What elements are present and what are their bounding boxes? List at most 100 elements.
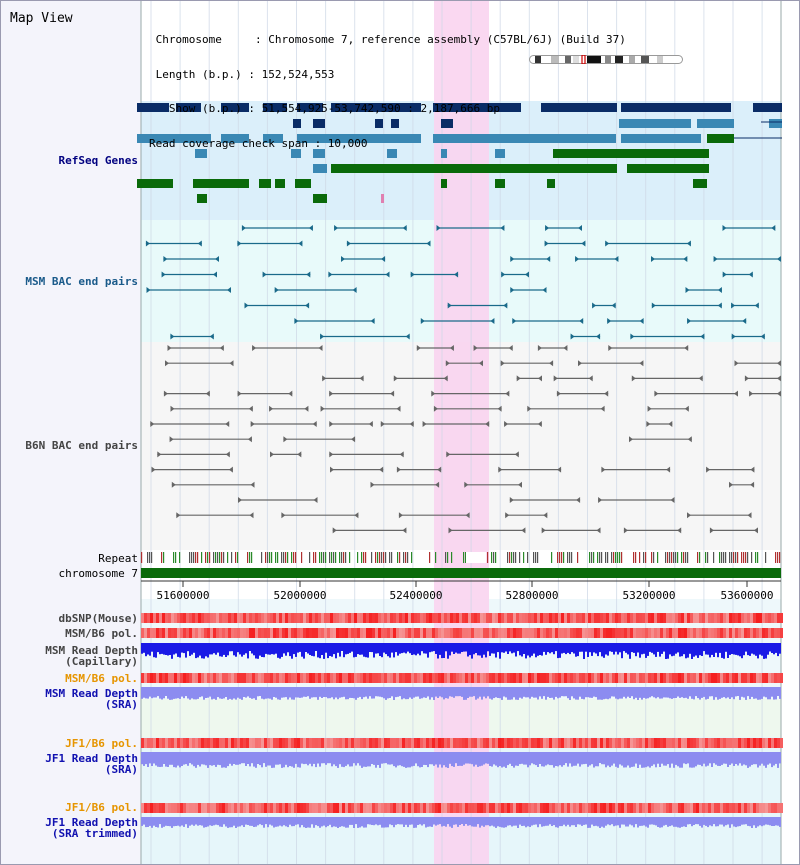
msm-depth-sra-bar xyxy=(179,687,181,699)
jf1-b6-pol2-heat-cell xyxy=(693,803,696,813)
jf1-b6-pol2-heat-cell xyxy=(204,803,207,813)
jf1-depth-trimmed-bar xyxy=(219,817,221,827)
jf1-depth-sra-bar xyxy=(395,752,397,768)
chromosome-ideogram[interactable] xyxy=(529,55,683,64)
msm-depth-sra-bar xyxy=(595,687,597,698)
jf1-depth-sra-bar xyxy=(685,752,687,765)
jf1-depth-sra-bar xyxy=(171,752,173,765)
msm-b6-pol2-heat-cell xyxy=(351,673,354,683)
jf1-depth-trimmed-bar xyxy=(261,817,263,826)
jf1-depth-sra-bar xyxy=(297,752,299,768)
dbsnp-heat-cell xyxy=(309,613,312,623)
jf1-depth-sra-bar xyxy=(279,752,281,765)
jf1-b6-pol2-heat-cell xyxy=(375,803,378,813)
msm-depth-capillary-bar xyxy=(665,643,667,659)
jf1-b6-pol2-heat-cell xyxy=(207,803,210,813)
jf1-b6-pol2-heat-cell xyxy=(717,803,720,813)
msm-depth-sra-bar xyxy=(577,687,579,700)
jf1-depth-sra-bar xyxy=(595,752,597,767)
msm-b6-pol2-heat-cell xyxy=(375,673,378,683)
repeat-mark xyxy=(175,552,177,563)
dbsnp-heat-cell xyxy=(492,613,495,623)
msm-depth-capillary-bar xyxy=(687,643,689,658)
msm-depth-sra-bar xyxy=(671,687,673,699)
jf1-depth-trimmed-bar xyxy=(205,817,207,828)
jf1-depth-sra-bar xyxy=(753,752,755,765)
dbsnp-heat-cell xyxy=(222,613,225,623)
jf1-depth-sra-bar xyxy=(247,752,249,764)
repeat-mark xyxy=(729,552,731,563)
repeat-mark xyxy=(699,552,701,563)
msm-b6-pol-heat-cell xyxy=(282,628,285,638)
jf1-b6-pol-heat-cell xyxy=(282,738,285,748)
jf1-depth-sra-bar xyxy=(563,752,565,766)
jf1-b6-pol-heat-cell xyxy=(297,738,300,748)
msm-b6-pol-heat-cell xyxy=(279,628,282,638)
b6n-bac-pair xyxy=(167,345,172,351)
jf1-b6-pol2-heat-cell xyxy=(681,803,684,813)
msm-b6-pol2-heat-cell xyxy=(330,673,333,683)
msm-depth-capillary-bar xyxy=(381,643,383,658)
jf1-depth-sra-bar xyxy=(407,752,409,768)
b6n-bac-pair xyxy=(777,375,781,382)
msm-b6-pol2-heat-cell xyxy=(162,673,165,683)
msm-b6-pol-heat-cell xyxy=(414,628,417,638)
msm-depth-capillary-bar xyxy=(439,643,441,655)
jf1-depth-trimmed-bar xyxy=(691,817,693,827)
jf1-depth-trimmed-bar xyxy=(345,817,347,828)
repeat-mark xyxy=(597,552,599,563)
msm-b6-pol-heat-cell xyxy=(705,628,708,638)
msm-b6-pol2-heat-cell xyxy=(384,673,387,683)
msm-depth-sra-bar xyxy=(429,687,431,700)
b6n-bac-pair xyxy=(598,497,603,503)
jf1-b6-pol-heat-cell xyxy=(327,738,330,748)
jf1-b6-pol2-heat-cell xyxy=(678,803,681,813)
jf1-depth-trimmed-bar xyxy=(543,817,545,827)
jf1-b6-pol-heat-cell xyxy=(279,738,282,748)
msm-b6-pol-heat-cell xyxy=(228,628,231,638)
jf1-b6-pol2-heat-cell xyxy=(387,803,390,813)
repeat-mark xyxy=(487,552,489,563)
msm-depth-capillary-bar xyxy=(733,643,735,655)
b6n-bac-pair xyxy=(329,421,334,427)
jf1-b6-pol-heat-cell xyxy=(381,738,384,748)
msm-b6-pol2-heat-cell xyxy=(159,673,162,683)
msm-depth-sra-bar xyxy=(635,687,637,698)
jf1-b6-pol-heat-cell xyxy=(720,738,723,748)
jf1-depth-sra-bar xyxy=(503,752,505,767)
jf1-depth-sra-bar xyxy=(237,752,239,765)
msm-depth-sra-bar xyxy=(177,687,179,699)
refseq-gene-glyph xyxy=(381,194,384,203)
dbsnp-heat-cell xyxy=(438,613,441,623)
msm-depth-capillary-bar xyxy=(413,643,415,655)
jf1-depth-sra-bar xyxy=(333,752,335,765)
msm-depth-capillary-bar xyxy=(283,643,285,654)
jf1-depth-trimmed-bar xyxy=(431,817,433,827)
msm-b6-pol2-heat-cell xyxy=(366,673,369,683)
msm-b6-pol-heat-cell xyxy=(516,628,519,638)
msm-b6-pol2-heat-cell xyxy=(333,673,336,683)
msm-depth-capillary-bar xyxy=(261,643,263,657)
jf1-depth-trimmed-bar xyxy=(573,817,575,826)
dbsnp-heat-cell xyxy=(450,613,453,623)
msm-depth-capillary-bar xyxy=(337,643,339,653)
repeat-mark xyxy=(377,552,379,563)
msm-depth-sra-bar xyxy=(771,687,773,697)
msm-depth-capillary-bar xyxy=(415,643,417,656)
repeat-mark xyxy=(209,552,211,563)
msm-b6-pol-heat-cell xyxy=(297,628,300,638)
msm-depth-capillary-bar xyxy=(347,643,349,654)
jf1-b6-pol-heat-cell xyxy=(630,738,633,748)
refseq-gene-glyph xyxy=(619,119,691,128)
jf1-b6-pol-heat-cell xyxy=(474,738,477,748)
msm-b6-pol2-heat-cell xyxy=(528,673,531,683)
jf1-b6-pol-heat-cell xyxy=(390,738,393,748)
msm-depth-capillary-bar xyxy=(669,643,671,655)
msm-depth-sra-bar xyxy=(491,687,493,700)
msm-depth-capillary-bar xyxy=(187,643,189,652)
msm-depth-capillary-bar xyxy=(663,643,665,652)
msm-depth-sra-bar xyxy=(613,687,615,697)
jf1-depth-sra-bar xyxy=(183,752,185,765)
refseq-gene-glyph xyxy=(375,119,383,128)
